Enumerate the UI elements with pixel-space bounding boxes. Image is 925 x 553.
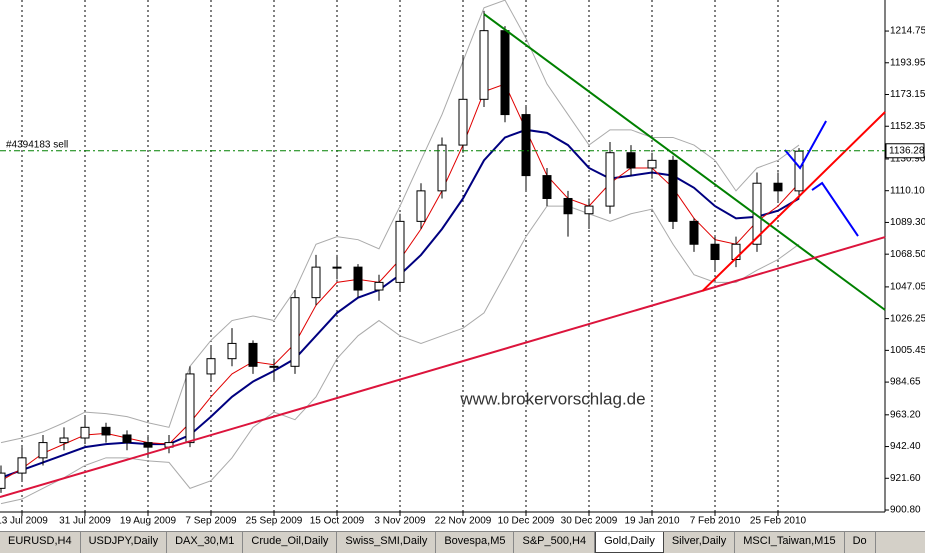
trendline [811,181,859,237]
candle-body [500,30,510,116]
trendline [701,111,886,292]
candle-body [311,266,321,299]
candle-body [689,220,699,245]
chart-tab[interactable]: DAX_30,M1 [167,532,244,553]
chart-tab[interactable]: Silver,Daily [664,532,736,553]
candle-body [458,98,468,146]
indicator-line [0,0,800,444]
x-tick-label: 22 Nov 2009 [435,516,492,527]
y-tick-label: 1173.15 [890,89,925,100]
candle-body [395,220,405,283]
x-tick-label: 15 Oct 2009 [310,516,365,527]
candle-body [17,457,27,474]
candle-body [38,442,48,459]
chart-tab[interactable]: Gold,Daily [595,532,664,553]
x-tick-label: 13 Jul 2009 [0,516,48,527]
trendline [483,13,886,311]
candle-body [185,373,195,444]
indicator-line [0,205,800,505]
chart-tab[interactable]: EURUSD,H4 [0,532,81,553]
candle-body [374,281,384,291]
price-label: 1136.28 [889,145,925,156]
y-tick-label: 900.80 [890,505,921,516]
y-tick-label: 1110.10 [890,185,925,196]
candle-body [794,150,804,192]
y-tick-label: 963.20 [890,409,921,420]
chart-tab[interactable]: Crude_Oil,Daily [243,532,338,553]
x-tick-label: 7 Feb 2010 [690,516,741,527]
x-tick-label: 10 Dec 2009 [498,516,555,527]
y-tick-label: 1193.95 [890,57,925,68]
x-tick-label: 7 Sep 2009 [185,516,237,527]
y-tick-label: 1089.30 [890,217,925,228]
x-tick-label: 25 Feb 2010 [750,516,807,527]
tab-bar: EURUSD,H4 USDJPY,Daily DAX_30,M1 Crude_Oil,… [0,531,925,553]
y-tick-label: 1005.45 [890,345,925,356]
candle-body [710,243,720,261]
y-tick-label: 1130.90 [890,154,925,165]
y-tick-label: 921.60 [890,473,921,484]
candle-body [563,197,573,215]
candle-body [101,426,111,436]
y-tick-label: 1047.05 [890,282,925,293]
candle-body [521,114,531,177]
x-tick-label: 19 Aug 2009 [120,516,177,527]
watermark: www.brokervorschlag.de [459,389,645,408]
y-tick-label: 942.40 [890,441,921,452]
y-tick-label: 1068.50 [890,249,925,260]
x-tick-label: 19 Jan 2010 [624,516,679,527]
candle-body [668,159,678,222]
candle-body [647,159,657,169]
trendline [784,120,827,170]
candle-body [80,426,90,439]
chart-tab[interactable]: S&P_500,H4 [514,532,596,553]
candle-body [332,266,342,269]
trendline [0,236,886,499]
candle-body [416,190,426,222]
chart-tab[interactable]: MSCI_Taiwan,M15 [735,532,845,553]
chart-tab[interactable]: Bovespa,M5 [436,532,515,553]
chart-tab[interactable]: USDJPY,Daily [81,532,168,553]
y-tick-label: 1214.75 [890,26,925,37]
candle-body [206,358,216,375]
candle-body [143,442,153,448]
candle-body [248,342,258,367]
order-label: #4394183 sell [6,139,68,150]
candle-body [584,205,594,215]
candle-body [542,175,552,199]
x-tick-label: 31 Jul 2009 [59,516,111,527]
candle-body [59,437,69,444]
candle-body [605,152,615,207]
y-tick-label: 1026.25 [890,313,925,324]
x-tick-label: 3 Nov 2009 [374,516,426,527]
candle-body [626,152,636,169]
price-box [885,143,925,159]
candle-body [290,297,300,367]
x-tick-label: 30 Dec 2009 [561,516,618,527]
y-tick-label: 984.65 [890,377,921,388]
candle-body [437,144,447,192]
x-tick-label: 25 Sep 2009 [246,516,303,527]
chart-tab[interactable]: Swiss_SMI,Daily [337,532,437,553]
y-tick-label: 1152.35 [890,121,925,132]
chart: 900.80 921.60 942.40 963.20 984.65 1005.45 102… [0,0,925,527]
candle-body [0,472,6,489]
candle-body [227,342,237,360]
chart-tab[interactable]: Do [845,532,876,553]
candle-body [353,266,363,291]
candle-body [479,30,489,100]
candle-body [269,365,279,368]
candle-body [122,434,132,444]
candle-body [773,182,783,192]
